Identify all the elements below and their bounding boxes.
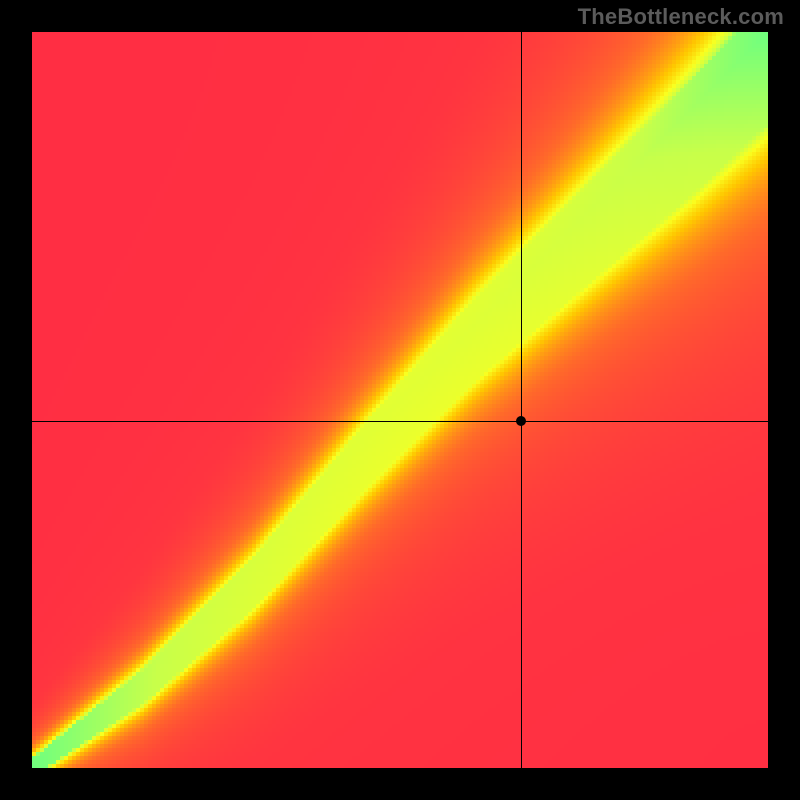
chart-container: TheBottleneck.com	[0, 0, 800, 800]
plot-area	[32, 32, 768, 768]
watermark-label: TheBottleneck.com	[578, 4, 784, 30]
marker-dot	[516, 416, 526, 426]
crosshair-vertical	[521, 32, 522, 768]
heatmap-canvas	[32, 32, 768, 768]
crosshair-horizontal	[32, 421, 768, 422]
